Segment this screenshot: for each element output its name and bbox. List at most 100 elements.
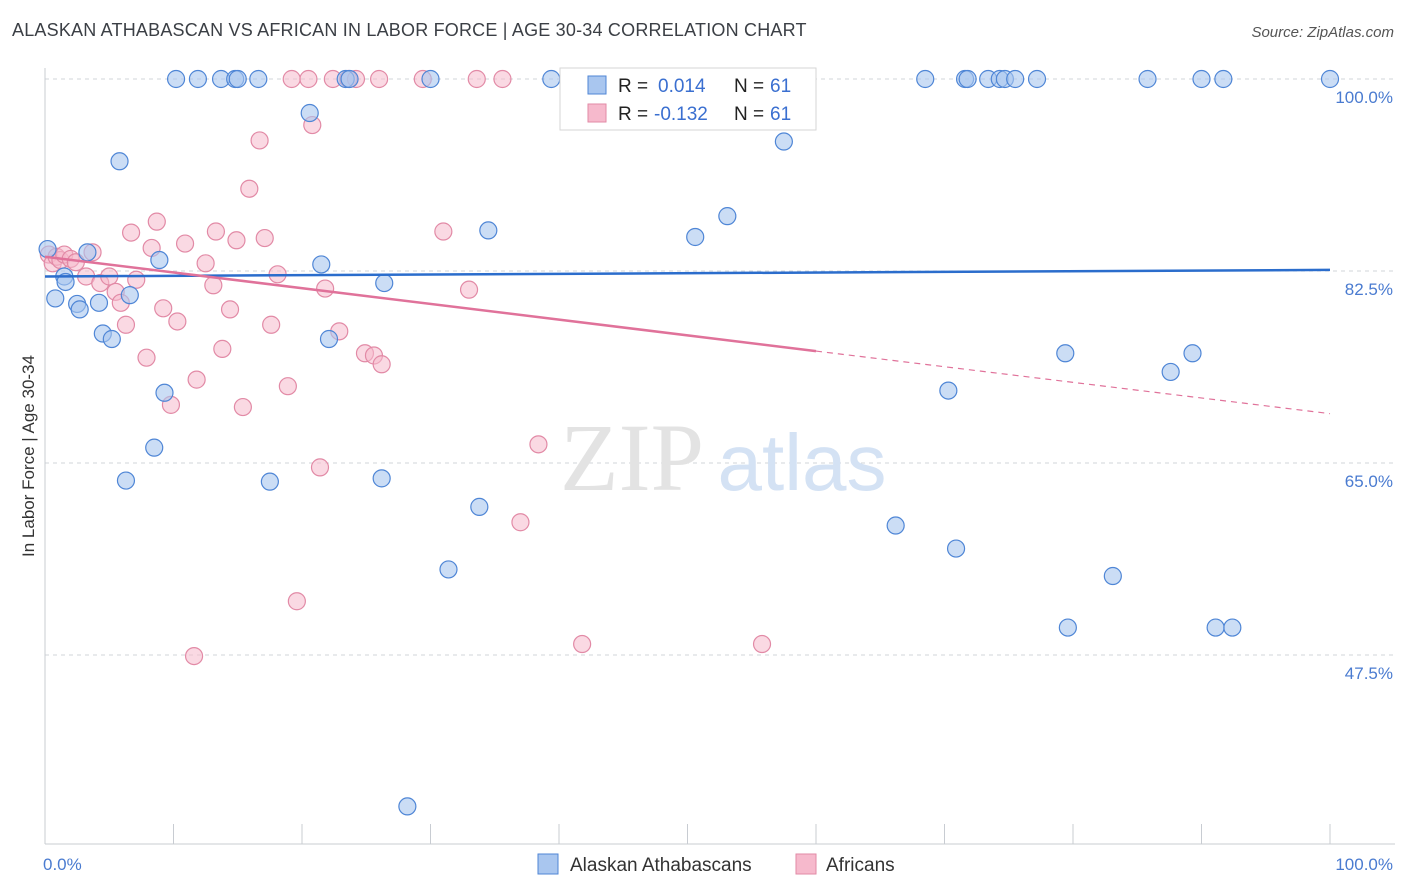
y-tick-label-2: 65.0% (1345, 472, 1393, 491)
y-tick-label-1: 82.5% (1345, 280, 1393, 299)
africans-point-29 (220, 300, 240, 319)
alaskan-point-47 (1006, 69, 1025, 89)
africans-point-35 (262, 315, 281, 334)
legend-n-value-2: 61 (770, 104, 791, 125)
x-tick-label-0: 0.0% (43, 855, 82, 874)
africans-point-57 (529, 435, 548, 454)
alaskan-point-49 (1056, 344, 1075, 363)
alaskan-point-40 (939, 381, 958, 400)
alaskan-point-22 (260, 472, 279, 491)
alaskan-point-17 (188, 69, 208, 89)
alaskan-point-11 (116, 471, 136, 490)
y-tick-label-3: 47.5% (1345, 664, 1393, 683)
alaskan-point-1 (46, 289, 65, 308)
legend-swatch-blue (587, 75, 607, 95)
africans-point-41 (310, 458, 330, 477)
alaskan-point-48 (1027, 69, 1047, 89)
legend-r-label-2: R = (618, 104, 648, 125)
alaskan-point-57 (1223, 618, 1242, 637)
series-legend-swatch-pink (795, 853, 817, 875)
series-legend: Alaskan Athabascans Africans (537, 853, 895, 876)
africans-point-19 (154, 299, 173, 318)
legend-n-label-1: N = (734, 76, 764, 97)
y-axis-label: In Labor Force | Age 30-34 (19, 355, 38, 557)
alaskan-point-14 (150, 250, 169, 270)
alaskan-point-56 (1214, 69, 1233, 89)
africans-point-33 (250, 131, 269, 150)
alaskan-point-58 (1320, 69, 1340, 89)
alaskan-point-21 (249, 69, 268, 89)
chart-title: ALASKAN ATHABASCAN VS AFRICAN IN LABOR F… (12, 20, 807, 40)
africans-point-34 (255, 228, 274, 248)
alaskan-point-38 (886, 516, 905, 535)
alaskan-point-0 (38, 239, 57, 259)
y-tick-label-0: 100.0% (1335, 88, 1393, 107)
alaskan-point-28 (372, 469, 391, 488)
tick-labels: 100.0% 82.5% 65.0% 47.5% 0.0% 100.0% (43, 88, 1393, 874)
alaskan-point-23 (300, 103, 319, 123)
alaskan-point-41 (946, 539, 966, 558)
africans-point-59 (752, 634, 772, 654)
alaskan-point-50 (1103, 566, 1122, 586)
alaskan-point-51 (1138, 69, 1157, 89)
alaskan-point-60 (421, 69, 440, 89)
grid (45, 78, 1395, 656)
alaskan-point-52 (1161, 362, 1180, 382)
africans-point-15 (127, 270, 146, 289)
africans-trend-extension (815, 350, 1331, 415)
alaskan-point-55 (1206, 618, 1225, 637)
africans-point-56 (511, 513, 530, 532)
africans-point-32 (240, 179, 259, 198)
alaskan-point-10 (110, 152, 129, 171)
africans-point-22 (175, 234, 195, 253)
africans-point-31 (233, 397, 252, 417)
series-legend-label-blue: Alaskan Athabascans (570, 855, 752, 876)
watermark-atlas: atlas (718, 418, 887, 507)
alaskan-point-29 (375, 273, 394, 293)
axes (44, 68, 1395, 845)
x-tick-label-1: 100.0% (1335, 855, 1393, 874)
alaskan-point-27 (340, 69, 359, 89)
alaskan-trend-line (44, 268, 1331, 278)
alaskan-point-54 (1192, 69, 1211, 89)
africans-point-13 (116, 315, 136, 334)
alaskan-point-34 (542, 69, 561, 89)
legend-r-label-1: R = (618, 76, 648, 97)
legend-n-value-1: 61 (770, 76, 791, 97)
africans-point-54 (467, 69, 486, 89)
africans-point-39 (299, 69, 318, 89)
alaskan-point-35 (686, 227, 705, 247)
africans-point-55 (493, 69, 512, 89)
africans-point-30 (227, 231, 246, 250)
alaskan-point-6 (78, 243, 97, 262)
alaskan-point-30 (398, 797, 417, 816)
alaskan-point-39 (916, 69, 935, 89)
alaskan-point-20 (228, 69, 247, 89)
africans-trend-line (44, 255, 817, 353)
alaskan-point-36 (718, 207, 737, 226)
series-alaskan-athabascans (38, 69, 1340, 816)
alaskan-point-53 (1183, 344, 1202, 363)
africans-point-42 (316, 279, 335, 298)
legend-r-value-2: -0.132 (654, 104, 708, 125)
alaskan-point-16 (166, 69, 186, 89)
watermark: ZIP atlas (560, 404, 886, 511)
alaskan-point-25 (319, 329, 339, 349)
africans-point-52 (434, 222, 453, 241)
source-label: Source: ZipAtlas.com (1251, 24, 1394, 41)
alaskan-point-12 (120, 286, 139, 305)
alaskan-point-5 (70, 300, 89, 319)
africans-point-18 (147, 212, 166, 231)
africans-point-16 (137, 348, 156, 367)
africans-point-24 (187, 370, 206, 389)
africans-point-27 (206, 222, 226, 241)
alaskan-point-15 (155, 383, 174, 402)
legend-r-value-1: 0.014 (658, 76, 706, 97)
africans-point-25 (196, 254, 215, 273)
alaskan-point-37 (774, 132, 793, 151)
africans-point-38 (282, 69, 301, 89)
alaskan-point-3 (56, 272, 75, 292)
series-legend-label-pink: Africans (826, 855, 895, 876)
alaskan-point-43 (958, 69, 977, 89)
